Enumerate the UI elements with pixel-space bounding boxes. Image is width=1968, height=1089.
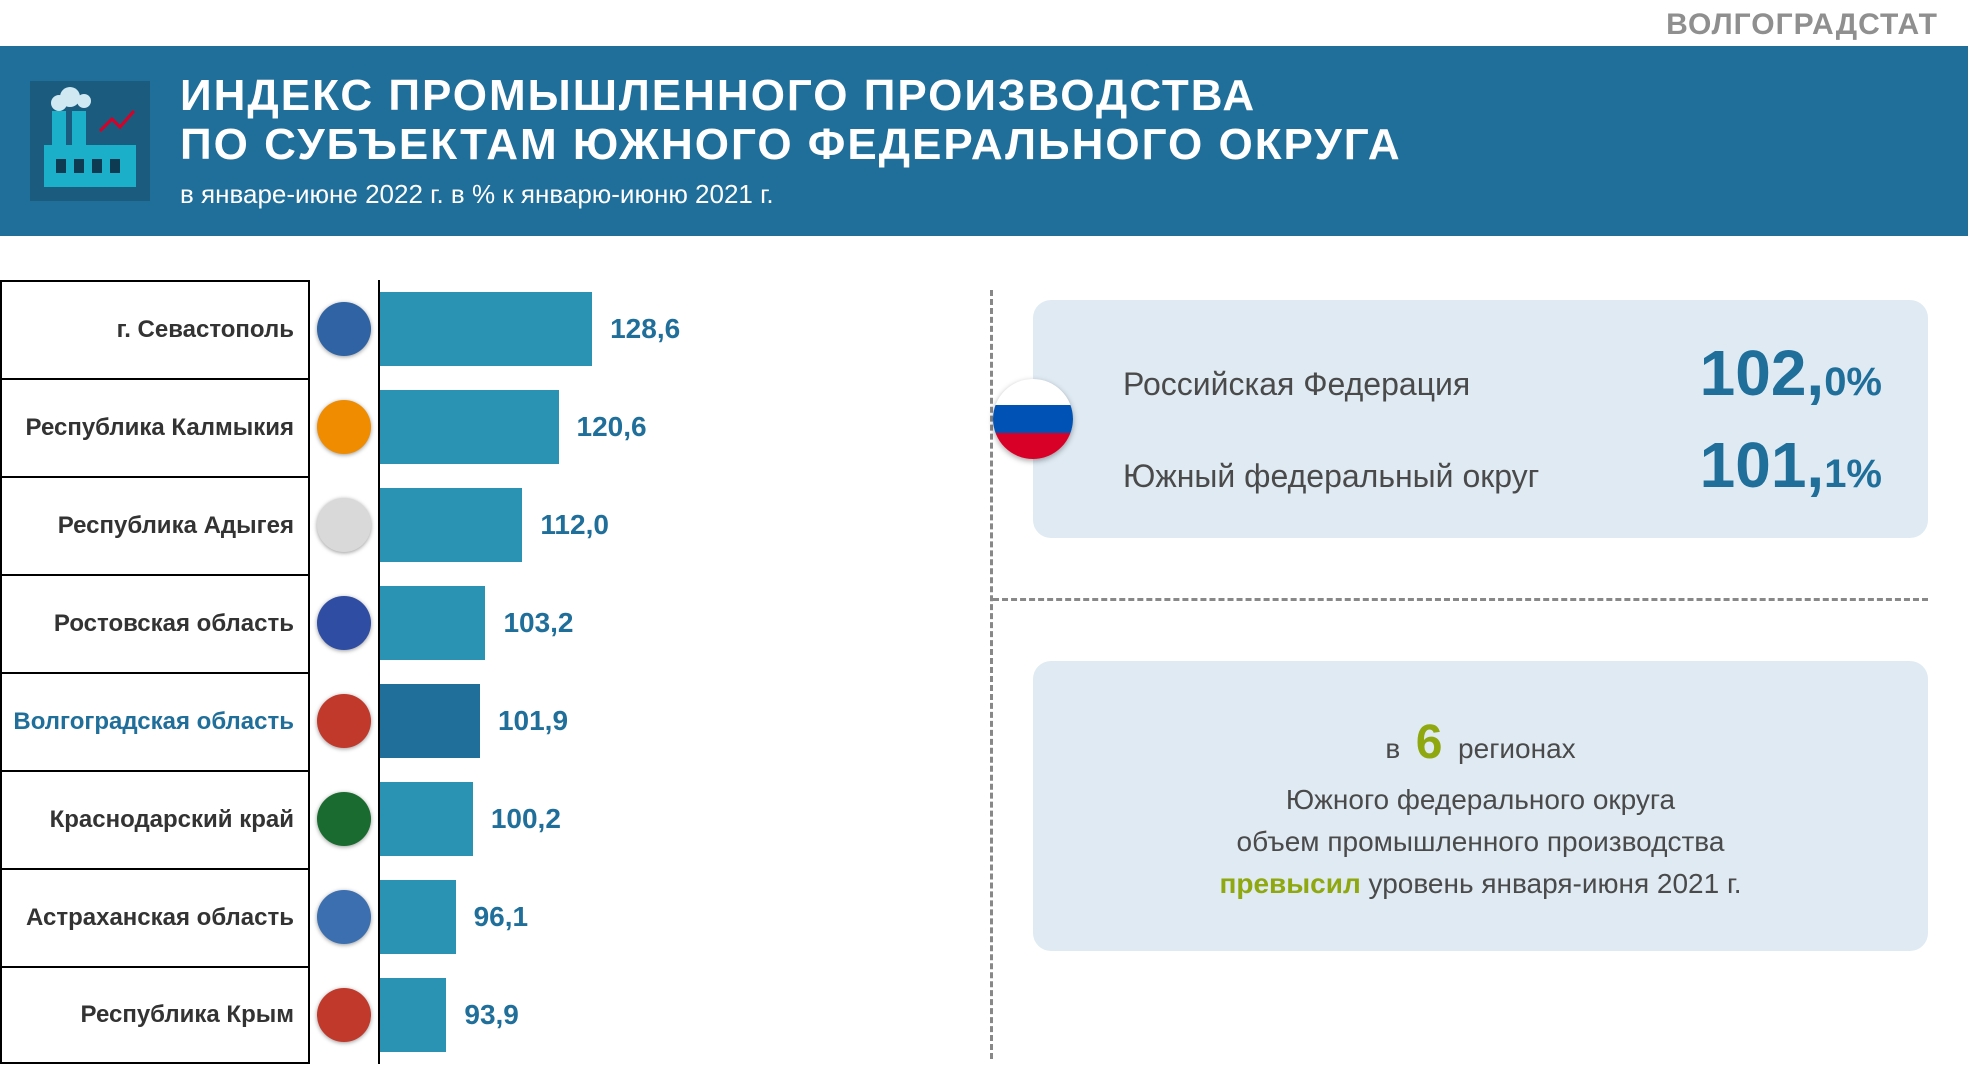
region-label: Республика Крым bbox=[0, 966, 310, 1064]
region-emblem-icon bbox=[317, 988, 371, 1042]
bar-track: 100,2 bbox=[380, 770, 960, 868]
region-emblem-icon bbox=[317, 890, 371, 944]
bar-chart: г. Севастополь 128,6 Республика Калмыкия 12… bbox=[0, 270, 960, 1089]
bar bbox=[380, 488, 522, 562]
bar-track: 112,0 bbox=[380, 476, 960, 574]
bar-value: 96,1 bbox=[474, 901, 529, 933]
header-title-line1: ИНДЕКС ПРОМЫШЛЕННОГО ПРОИЗВОДСТВА bbox=[180, 72, 1938, 120]
bar-value: 93,9 bbox=[464, 999, 519, 1031]
chart-row: Краснодарский край 100,2 bbox=[0, 770, 960, 868]
chart-row: Республика Крым 93,9 bbox=[0, 966, 960, 1064]
bar-track: 101,9 bbox=[380, 672, 960, 770]
emblem-cell bbox=[310, 672, 380, 770]
factory-icon bbox=[30, 81, 150, 201]
chart-row: Республика Калмыкия 120,6 bbox=[0, 378, 960, 476]
bar-track: 128,6 bbox=[380, 280, 960, 378]
bar-value: 100,2 bbox=[491, 803, 561, 835]
chart-row: Волгоградская область 101,9 bbox=[0, 672, 960, 770]
header-title-line2: ПО СУБЪЕКТАМ ЮЖНОГО ФЕДЕРАЛЬНОГО ОКРУГА bbox=[180, 121, 1938, 169]
region-label: Республика Калмыкия bbox=[0, 378, 310, 476]
bar-track: 93,9 bbox=[380, 966, 960, 1064]
summary-row: Российская Федерация 102,0% bbox=[1123, 336, 1882, 410]
region-emblem-icon bbox=[317, 400, 371, 454]
emblem-cell bbox=[310, 280, 380, 378]
russia-flag-icon bbox=[993, 379, 1073, 459]
bar bbox=[380, 292, 592, 366]
region-label: Ростовская область bbox=[0, 574, 310, 672]
bar bbox=[380, 684, 480, 758]
region-emblem-icon bbox=[317, 498, 371, 552]
summary-card: Российская Федерация 102,0% Южный федераль… bbox=[1033, 300, 1928, 538]
bar bbox=[380, 782, 473, 856]
bar-track: 96,1 bbox=[380, 868, 960, 966]
note-line1: в 6 регионах bbox=[1073, 707, 1888, 779]
emblem-cell bbox=[310, 378, 380, 476]
chart-row: Республика Адыгея 112,0 bbox=[0, 476, 960, 574]
bar-value: 120,6 bbox=[577, 411, 647, 443]
bar-value: 128,6 bbox=[610, 313, 680, 345]
bar-value: 103,2 bbox=[503, 607, 573, 639]
chart-row: Астраханская область 96,1 bbox=[0, 868, 960, 966]
bar bbox=[380, 978, 446, 1052]
summary-value: 101,1% bbox=[1700, 428, 1882, 502]
bar-value: 101,9 bbox=[498, 705, 568, 737]
chart-row: г. Севастополь 128,6 bbox=[0, 280, 960, 378]
note-line2: Южного федерального округа bbox=[1073, 779, 1888, 821]
summary-label: Российская Федерация bbox=[1123, 366, 1470, 403]
header-subtitle: в январе-июне 2022 г. в % к январю-июню … bbox=[180, 179, 1938, 210]
bar-track: 103,2 bbox=[380, 574, 960, 672]
bar-value: 112,0 bbox=[540, 509, 609, 541]
note-line3: объем промышленного производства bbox=[1073, 821, 1888, 863]
emblem-cell bbox=[310, 770, 380, 868]
region-emblem-icon bbox=[317, 792, 371, 846]
horizontal-divider bbox=[993, 598, 1928, 601]
page-body: г. Севастополь 128,6 Республика Калмыкия 12… bbox=[0, 270, 1968, 1089]
note-card: в 6 регионахЮжного федерального округаоб… bbox=[1033, 661, 1928, 951]
summary-value: 102,0% bbox=[1700, 336, 1882, 410]
page-header: ИНДЕКС ПРОМЫШЛЕННОГО ПРОИЗВОДСТВА ПО СУБ… bbox=[0, 46, 1968, 236]
emblem-cell bbox=[310, 574, 380, 672]
summary-row: Южный федеральный округ 101,1% bbox=[1123, 428, 1882, 502]
region-emblem-icon bbox=[317, 694, 371, 748]
region-label: Волгоградская область bbox=[0, 672, 310, 770]
region-label: Краснодарский край bbox=[0, 770, 310, 868]
bar-track: 120,6 bbox=[380, 378, 960, 476]
region-label: Астраханская область bbox=[0, 868, 310, 966]
summary-label: Южный федеральный округ bbox=[1123, 458, 1539, 495]
bar bbox=[380, 880, 456, 954]
note-line4: превысил уровень января-июня 2021 г. bbox=[1073, 863, 1888, 905]
emblem-cell bbox=[310, 868, 380, 966]
bar bbox=[380, 390, 559, 464]
chart-row: Ростовская область 103,2 bbox=[0, 574, 960, 672]
region-emblem-icon bbox=[317, 596, 371, 650]
region-emblem-icon bbox=[317, 302, 371, 356]
region-label: Республика Адыгея bbox=[0, 476, 310, 574]
bar bbox=[380, 586, 485, 660]
region-label: г. Севастополь bbox=[0, 280, 310, 378]
brand-label: ВОЛГОГРАДСТАТ bbox=[1666, 8, 1938, 42]
emblem-cell bbox=[310, 476, 380, 574]
emblem-cell bbox=[310, 966, 380, 1064]
right-column: Российская Федерация 102,0% Южный федераль… bbox=[1033, 270, 1968, 1089]
